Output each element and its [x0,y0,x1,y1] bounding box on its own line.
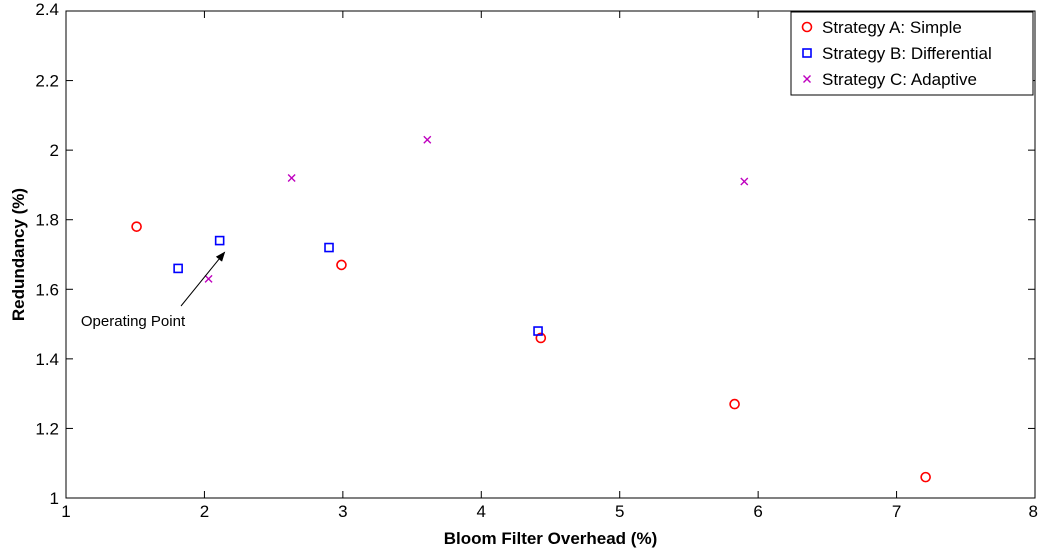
y-tick-label: 2 [50,141,59,160]
x-tick-label: 7 [892,502,901,521]
data-point-square-marker [214,235,225,246]
x-tick-label: 6 [753,502,762,521]
data-point-circle-marker [336,259,347,271]
legend: Strategy A: Simple Strategy B: Differenti… [790,11,1034,96]
legend-item: Strategy B: Differential [802,44,992,63]
annotations: Operating Point [81,251,226,330]
data-point-circle-marker [920,471,931,483]
data-point-square-marker [324,242,334,253]
x-tick-label: 5 [615,502,624,521]
data-point-x-marker [204,274,213,283]
legend-label: Strategy A: Simple [822,18,962,37]
x-tick-label: 8 [1029,502,1038,521]
legend-label: Strategy C: Adaptive [822,70,977,89]
legend-item: Strategy A: Simple [801,18,962,37]
x-tick-label: 4 [477,502,486,521]
data-point-square-marker [533,326,543,336]
legend-item: Strategy C: Adaptive [803,70,977,89]
legend-box [790,11,1034,96]
data-point-circle-marker [535,332,547,344]
y-tick-label: 1.4 [35,350,59,369]
data-point-square-marker [173,263,183,274]
y-tick-label: 1.6 [35,280,59,299]
legend-x-marker [803,75,811,83]
data-point-x-marker [287,173,296,182]
x-tick-label: 3 [338,502,347,521]
y-tick-label: 2.2 [35,72,59,91]
y-tick-label: 1 [50,489,59,508]
y-tick-label: 2.4 [35,0,59,19]
x-axis-label: Bloom Filter Overhead (%) [444,529,657,548]
data-point-x-marker [740,177,749,186]
data-point-circle-marker [729,398,740,410]
series-3 [204,135,749,283]
y-tick-label: 1.8 [35,211,59,230]
data-marks [131,135,931,483]
data-point-circle-marker [131,221,142,232]
legend-circle-marker [801,21,813,33]
x-tick-label: 2 [200,502,209,521]
y-tick-label: 1.2 [35,419,59,438]
series-2 [173,235,543,336]
y-axis-label: Redundancy (%) [9,188,28,321]
annotation-label: Operating Point [81,313,186,330]
legend-square-marker [802,48,812,58]
legend-label: Strategy B: Differential [822,44,992,63]
annotation-arrow [180,251,226,307]
series-1 [131,221,931,483]
x-tick-label: 1 [61,502,70,521]
data-point-x-marker [423,135,432,144]
